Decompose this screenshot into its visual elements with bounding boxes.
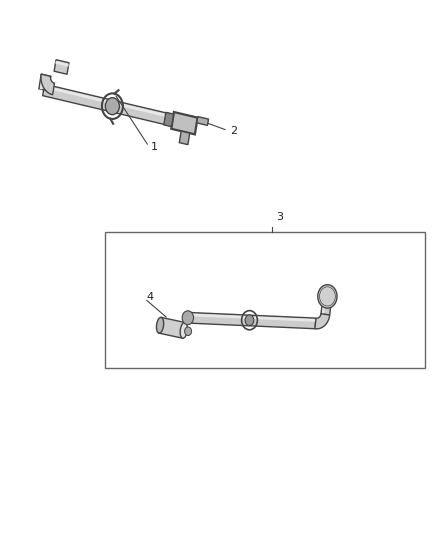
Circle shape	[318, 285, 337, 308]
Ellipse shape	[180, 322, 187, 338]
Polygon shape	[41, 74, 54, 95]
Polygon shape	[170, 114, 189, 130]
Text: 2: 2	[230, 126, 237, 135]
Polygon shape	[321, 302, 331, 315]
Text: 1: 1	[151, 142, 158, 151]
Bar	[105, 232, 425, 368]
Polygon shape	[315, 313, 330, 329]
Polygon shape	[42, 84, 171, 126]
Polygon shape	[179, 131, 190, 144]
Circle shape	[106, 98, 120, 115]
Polygon shape	[54, 60, 69, 74]
Polygon shape	[39, 74, 51, 91]
Text: 3: 3	[276, 212, 283, 222]
Polygon shape	[40, 74, 45, 90]
Ellipse shape	[156, 317, 164, 333]
Polygon shape	[322, 302, 325, 314]
Circle shape	[245, 315, 254, 326]
Polygon shape	[164, 112, 173, 127]
Polygon shape	[188, 313, 316, 322]
Polygon shape	[197, 117, 208, 125]
Polygon shape	[188, 312, 316, 329]
Polygon shape	[171, 112, 198, 134]
Circle shape	[184, 327, 191, 336]
Polygon shape	[171, 115, 188, 122]
Text: 4: 4	[147, 292, 154, 302]
Circle shape	[182, 311, 194, 325]
Polygon shape	[159, 317, 185, 338]
Polygon shape	[55, 61, 69, 67]
Polygon shape	[44, 85, 171, 118]
